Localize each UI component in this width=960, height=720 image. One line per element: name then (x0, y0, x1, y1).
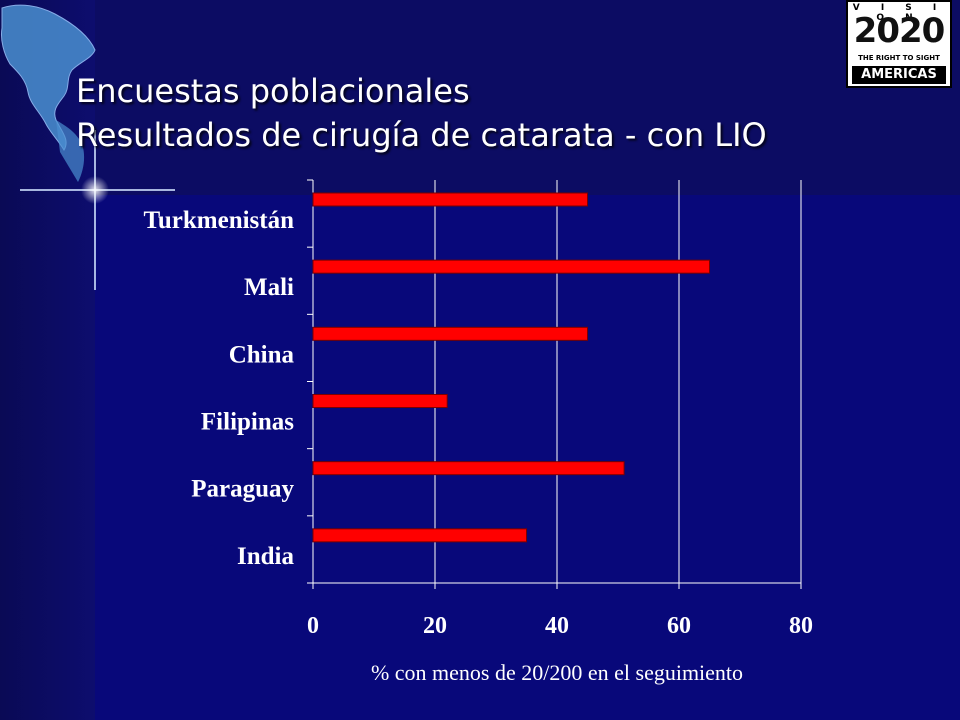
category-label: Mali (244, 274, 294, 301)
category-label: India (237, 543, 294, 570)
category-label: Paraguay (191, 476, 294, 503)
americas-map-icon (1, 4, 96, 182)
x-tick-label: 40 (545, 613, 569, 639)
x-tick-label: 60 (667, 613, 691, 639)
slide-title-line2: Resultados de cirugía de catarata - con … (76, 116, 767, 154)
x-tick-label: 0 (307, 613, 319, 639)
top-band (95, 0, 960, 195)
logo-region: AMERICAS (852, 66, 946, 84)
vision2020-logo: V I S I O N 2020 THE RIGHT TO SIGHT AMER… (846, 0, 952, 88)
bar (312, 326, 588, 341)
bar (312, 461, 625, 476)
bar (312, 528, 527, 543)
x-axis-title: % con menos de 20/200 en el seguimiento (371, 660, 743, 685)
bar (312, 394, 448, 408)
bar (312, 192, 588, 207)
category-label: Filipinas (201, 409, 294, 436)
x-tick-label: 20 (423, 613, 447, 639)
logo-year-text: 2020 (853, 11, 946, 51)
bar (312, 259, 710, 274)
logo-vision-text: V I S I O N (852, 3, 946, 23)
x-tick-label: 80 (789, 613, 813, 639)
logo-tagline: THE RIGHT TO SIGHT (858, 54, 940, 62)
slide-title-line1: Encuestas poblacionales (76, 72, 470, 110)
category-label: Turkmenistán (143, 207, 294, 234)
category-label: China (229, 341, 295, 368)
sparkle-star-icon (20, 130, 175, 290)
